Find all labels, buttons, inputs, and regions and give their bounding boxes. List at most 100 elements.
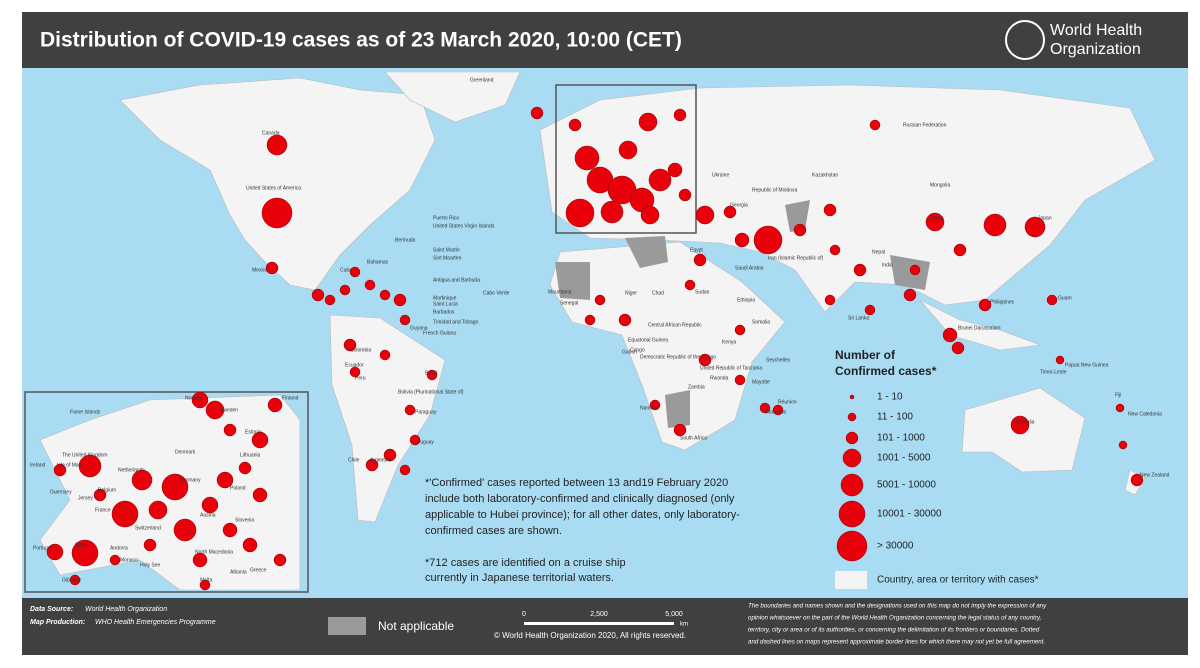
- case-bubble: [265, 261, 279, 275]
- country-label: Seychelles: [766, 357, 791, 363]
- case-bubble: [324, 294, 336, 306]
- country-label: Australia: [1015, 419, 1035, 425]
- inset-frame: [555, 84, 697, 234]
- country-label: Kenya: [722, 339, 736, 345]
- case-bubble: [594, 294, 606, 306]
- country-label: Iran (Islamic Republic of): [768, 255, 824, 261]
- case-bubble: [695, 205, 715, 225]
- not-applicable-swatch: [328, 617, 366, 635]
- case-bubble: [109, 554, 121, 566]
- case-bubble: [223, 423, 237, 437]
- logo-text: Organization: [1050, 41, 1141, 58]
- case-bubble: [953, 243, 967, 257]
- country-label: United States of America: [246, 185, 301, 191]
- country-label: Republic of Moldova: [752, 187, 798, 193]
- country-label: Gibraltar: [62, 577, 82, 583]
- country-label: Rwanda: [710, 375, 729, 381]
- legend-symbol: [840, 473, 864, 497]
- case-bubble: [192, 552, 208, 568]
- country-label: Guam: [1058, 295, 1072, 301]
- country-label: Antigua and Barbuda: [433, 277, 480, 283]
- case-bubble: [734, 324, 746, 336]
- country-label: Albania: [230, 569, 247, 575]
- case-bubble: [568, 118, 582, 132]
- case-bubble: [864, 304, 876, 316]
- case-bubble: [734, 232, 750, 248]
- case-bubble: [649, 399, 661, 411]
- country-label: Saudi Arabia: [735, 265, 764, 271]
- country-label: Niger: [625, 290, 637, 296]
- country-label: Isle of Man: [57, 462, 82, 468]
- country-label: New Caledonia: [1128, 411, 1162, 417]
- land: [119, 71, 1156, 523]
- country-label: United Republic of Tanzania: [700, 365, 762, 371]
- scale-bar: [524, 622, 674, 625]
- legend-symbol: [838, 500, 866, 528]
- case-bubble: [379, 349, 391, 361]
- case-bubble: [266, 134, 288, 156]
- country-label: Egypt: [690, 247, 703, 253]
- country-label: French Guiana: [423, 330, 456, 336]
- country-label: Namibia: [640, 405, 659, 411]
- case-bubble: [853, 263, 867, 277]
- country-label: Martinique: [433, 295, 457, 301]
- case-bubble: [199, 579, 211, 591]
- country-label: Sint Maarten: [433, 255, 462, 261]
- case-bubble: [53, 463, 67, 477]
- case-bubble: [1130, 473, 1144, 487]
- country-label: Puerto Rico: [433, 215, 459, 221]
- country-label: Portugal: [33, 545, 52, 551]
- country-label: Central African Republic: [648, 322, 702, 328]
- country-label: Brunei Darussalam: [958, 325, 1001, 331]
- country-label: Zambia: [688, 384, 705, 390]
- disclaimer: and dashed lines on maps represent appro…: [748, 639, 1045, 646]
- country-label: Holy See: [140, 562, 161, 568]
- legend-swatch: [835, 571, 867, 589]
- case-bubble: [1010, 415, 1030, 435]
- case-bubble: [829, 244, 841, 256]
- country-label: Bolivia (Plurinational State of): [398, 389, 464, 395]
- legend-symbol: [847, 412, 857, 422]
- case-bubble: [216, 471, 234, 489]
- case-bubble: [161, 473, 189, 501]
- case-bubble: [143, 538, 157, 552]
- country-label: Mexico: [252, 267, 268, 273]
- case-bubble: [238, 461, 252, 475]
- disclaimer: The boundaries and names shown and the d…: [748, 603, 1047, 610]
- legend-title: Confirmed cases*: [835, 364, 937, 378]
- who-emblem: [1005, 20, 1045, 60]
- country-label: Mayotte: [752, 379, 770, 385]
- country-label: France: [95, 507, 111, 513]
- note: *'Confirmed' cases reported between 13 a…: [425, 477, 728, 489]
- case-bubble: [349, 366, 361, 378]
- case-bubble: [261, 197, 293, 229]
- note: applicable to Hubei province); for all o…: [425, 509, 740, 521]
- country-label: Nepal: [872, 249, 885, 255]
- case-bubble: [252, 487, 268, 503]
- case-bubble: [698, 353, 712, 367]
- case-bubble: [426, 369, 438, 381]
- case-bubble: [1046, 294, 1058, 306]
- case-bubble: [673, 108, 687, 122]
- country-label: Malta: [200, 577, 212, 583]
- case-bubble: [93, 488, 107, 502]
- case-bubble: [1115, 403, 1125, 413]
- country-label: Cabo Verde: [483, 290, 510, 296]
- case-bubble: [349, 266, 361, 278]
- case-bubble: [365, 458, 379, 472]
- case-bubble: [678, 188, 692, 202]
- country-label: Ethiopia: [737, 297, 755, 303]
- case-bubble: [869, 119, 881, 131]
- case-bubble: [951, 341, 965, 355]
- case-bubble: [379, 289, 391, 301]
- country-label: Austria: [200, 512, 216, 518]
- country-label: Georgia: [730, 202, 748, 208]
- country-label: Somalia: [752, 319, 770, 325]
- country-label: China: [930, 215, 943, 221]
- case-bubble: [339, 284, 351, 296]
- country-label: Gabon: [622, 349, 637, 355]
- case-bubble: [173, 518, 197, 542]
- country-label: Germany: [180, 477, 201, 483]
- case-bubble: [723, 205, 737, 219]
- disclaimer: opinion whatsoever on the part of the Wo…: [748, 615, 1041, 622]
